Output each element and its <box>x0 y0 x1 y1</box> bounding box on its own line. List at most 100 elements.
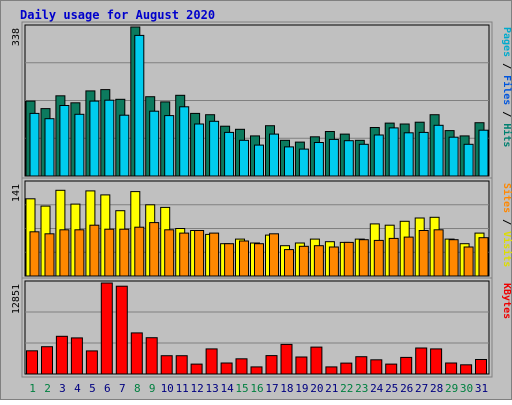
bar-sites-day-7 <box>119 228 130 277</box>
bar-files-day-16 <box>254 144 264 177</box>
bar-kbytes-day-13 <box>205 348 218 375</box>
y-axis-max-label: 141 <box>11 184 22 202</box>
bar-files-day-8 <box>134 34 145 177</box>
y-axis-max-label: 12851 <box>11 284 22 314</box>
bar-files-day-25 <box>388 127 399 177</box>
bar-kbytes-day-3 <box>55 335 68 375</box>
legend-part: / <box>501 213 512 231</box>
bar-sites-day-26 <box>403 236 414 277</box>
bar-files-day-1 <box>29 112 40 177</box>
x-tick-label: 22 <box>340 382 353 395</box>
bar-kbytes-day-4 <box>70 337 83 375</box>
bar-sites-day-30 <box>463 246 474 277</box>
bar-sites-day-2 <box>44 233 55 277</box>
bar-sites-day-19 <box>298 245 309 277</box>
bar-kbytes-day-2 <box>41 346 53 375</box>
bar-kbytes-day-25 <box>385 363 398 375</box>
x-tick-label: 25 <box>385 382 398 395</box>
bar-kbytes-day-14 <box>220 362 233 375</box>
bar-kbytes-day-1 <box>26 350 38 375</box>
bar-files-day-28 <box>433 124 444 177</box>
bar-kbytes-day-22 <box>340 362 353 375</box>
bar-sites-day-14 <box>224 243 235 277</box>
bar-files-day-26 <box>403 132 414 177</box>
bar-files-day-7 <box>119 114 130 177</box>
bar-kbytes-day-12 <box>190 363 203 375</box>
x-tick-label: 13 <box>205 382 218 395</box>
bar-kbytes-day-6 <box>100 282 113 375</box>
x-tick-label: 4 <box>74 382 81 395</box>
x-tick-label: 3 <box>59 382 66 395</box>
bar-files-day-9 <box>149 110 160 177</box>
bar-sites-day-24 <box>373 239 384 277</box>
bar-files-day-17 <box>269 133 279 177</box>
bar-files-day-19 <box>298 148 309 177</box>
bar-kbytes-day-18 <box>280 343 293 375</box>
chart-panels: 338 Pages / Files / Hits 141 Sites / Visits… <box>11 21 512 378</box>
series-legend-label: KBytes <box>501 283 512 319</box>
panel-kbytes: 12851 KBytes <box>11 277 512 378</box>
bar-kbytes-day-29 <box>445 362 458 375</box>
bar-files-day-30 <box>463 143 474 177</box>
x-axis-day-labels: 1 2 3 4 5 6 7 8 9 10 11 12 13 14 15 16 17 18 19 20 21 22 23 24 2… <box>29 382 488 395</box>
bar-sites-day-28 <box>433 229 444 277</box>
bar-files-day-10 <box>164 115 175 177</box>
legend-part: KBytes <box>501 283 512 319</box>
bar-kbytes-day-30 <box>460 364 473 375</box>
x-tick-label: 28 <box>430 382 443 395</box>
x-tick-label: 17 <box>265 382 278 395</box>
bar-sites-day-31 <box>478 237 489 277</box>
bar-files-day-5 <box>89 100 100 177</box>
bar-files-day-15 <box>239 139 249 177</box>
x-tick-label: 14 <box>220 382 234 395</box>
bar-files-day-31 <box>478 129 489 177</box>
x-tick-label: 12 <box>190 382 203 395</box>
bar-kbytes-day-10 <box>160 355 173 375</box>
x-tick-label: 2 <box>44 382 51 395</box>
bar-sites-day-25 <box>388 237 399 277</box>
x-tick-label: 16 <box>250 382 263 395</box>
bar-sites-day-27 <box>418 230 429 277</box>
bar-files-day-14 <box>224 131 235 177</box>
bar-files-day-24 <box>373 134 384 177</box>
bar-kbytes-day-5 <box>85 350 98 375</box>
bar-kbytes-day-7 <box>115 285 128 375</box>
bar-kbytes-day-31 <box>475 359 487 375</box>
x-tick-label: 20 <box>310 382 323 395</box>
legend-part: Pages <box>501 27 512 57</box>
legend-part: / <box>501 57 512 75</box>
legend-part: / <box>501 105 512 123</box>
bar-sites-day-11 <box>179 232 190 277</box>
panel-hits-files-pages: 338 Pages / Files / Hits <box>11 21 512 180</box>
bar-sites-day-10 <box>164 229 175 277</box>
x-tick-label: 27 <box>415 382 428 395</box>
legend-part: Files <box>501 75 512 105</box>
bar-sites-day-4 <box>74 229 85 277</box>
bar-sites-day-21 <box>328 246 339 277</box>
x-tick-label: 9 <box>149 382 156 395</box>
bar-kbytes-day-21 <box>325 366 338 375</box>
legend-part: Visits <box>501 231 512 267</box>
bar-kbytes-day-26 <box>400 356 413 375</box>
x-tick-label: 7 <box>119 382 126 395</box>
chart-title: Daily usage for August 2020 <box>20 8 215 22</box>
bar-kbytes-day-23 <box>355 356 368 375</box>
bar-kbytes-day-8 <box>130 332 143 375</box>
x-tick-label: 18 <box>280 382 293 395</box>
bar-sites-day-20 <box>313 245 324 277</box>
bar-files-day-27 <box>418 131 429 177</box>
bar-files-day-23 <box>358 143 369 177</box>
bar-kbytes-day-11 <box>175 355 188 375</box>
bar-kbytes-day-28 <box>430 348 443 375</box>
bar-sites-day-18 <box>284 249 294 277</box>
x-tick-label: 10 <box>161 382 174 395</box>
bar-sites-day-29 <box>448 239 459 277</box>
x-tick-label: 8 <box>134 382 141 395</box>
bar-files-day-29 <box>448 136 459 177</box>
bar-kbytes-day-27 <box>415 347 428 375</box>
bar-sites-day-12 <box>194 230 205 277</box>
bar-files-day-22 <box>343 140 354 177</box>
bar-files-day-13 <box>209 120 220 177</box>
bar-sites-day-22 <box>343 241 354 277</box>
